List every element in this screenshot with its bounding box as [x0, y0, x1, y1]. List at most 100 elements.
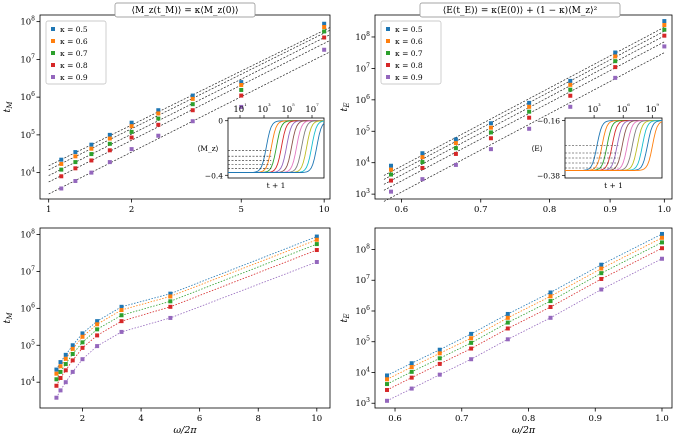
panel-br-ytick-label: 107: [355, 274, 370, 286]
legend-marker: [386, 27, 390, 31]
marker-tr: [488, 130, 493, 135]
marker-tl: [156, 111, 161, 116]
marker-br: [548, 294, 553, 299]
marker-tr: [488, 136, 493, 141]
marker-bl: [58, 375, 63, 380]
panel-br-xtick-label: 0.9: [588, 414, 602, 424]
inset-tr-xtick-label: 10⁹: [646, 103, 660, 115]
panel-bl-ytick-label: 104: [20, 376, 35, 388]
inset-tl-ylabel: ⟨M_z⟩: [197, 144, 218, 153]
marker-bl: [63, 362, 68, 367]
marker-tr: [568, 82, 573, 87]
panel-bl-xtick-label: 8: [256, 414, 261, 424]
panel-tl-ytick-label: 105: [20, 129, 35, 141]
marker-tl: [156, 122, 161, 127]
fit-line-tr: [383, 41, 665, 191]
marker-tl: [73, 160, 78, 165]
marker-br: [409, 365, 414, 370]
panel-br-xtick-label: 0.6: [388, 414, 402, 424]
inset-tr-xtick-label: 10⁶: [617, 103, 631, 115]
inset-tl-xtick-label: 10⁵: [281, 103, 295, 115]
marker-br: [385, 377, 390, 382]
fit-line-tr: [383, 30, 665, 180]
marker-bl: [119, 308, 124, 313]
marker-bl: [80, 357, 85, 362]
panel-tr-ytick-label: 105: [355, 125, 370, 137]
marker-tr: [613, 50, 618, 55]
marker-tr: [662, 23, 667, 28]
marker-tl: [156, 133, 161, 138]
series-line-br: [386, 258, 663, 402]
marker-br: [437, 361, 442, 366]
legend-marker: [51, 75, 55, 79]
marker-tr: [453, 146, 458, 151]
marker-bl: [119, 329, 124, 334]
marker-tr: [453, 137, 458, 142]
panel-tr-xtick-label: 0.6: [395, 205, 409, 215]
series-line-br: [386, 247, 663, 391]
legend-tr: [380, 20, 442, 85]
marker-tl: [190, 93, 195, 98]
legend-marker: [51, 51, 55, 55]
marker-tl: [322, 25, 327, 30]
marker-tr: [453, 162, 458, 167]
marker-bl: [70, 346, 75, 351]
marker-tl: [322, 29, 327, 34]
marker-tl: [107, 136, 112, 141]
legend-marker: [51, 39, 55, 43]
marker-tr: [527, 104, 532, 109]
marker-tr: [613, 59, 618, 64]
panel-bl-xtick-label: 10: [311, 414, 322, 424]
marker-tl: [59, 161, 64, 166]
marker-br: [409, 386, 414, 391]
marker-bl: [54, 377, 59, 382]
panel-tl-xtick-label: 10: [319, 205, 330, 215]
marker-br: [505, 311, 510, 316]
marker-bl: [168, 294, 173, 299]
marker-br: [505, 337, 510, 342]
marker-tl: [129, 135, 134, 140]
legend-marker: [51, 63, 55, 67]
marker-bl: [95, 344, 100, 349]
marker-br: [599, 271, 604, 276]
marker-br: [437, 347, 442, 352]
marker-tl: [129, 120, 134, 125]
panel-br-ytick-label: 108: [355, 243, 370, 255]
panel-br-ytick-label: 106: [355, 305, 370, 317]
inset-tr-ytick-label: −0.38: [537, 172, 560, 181]
marker-br: [437, 372, 442, 377]
marker-tr: [568, 104, 573, 109]
marker-bl: [314, 242, 319, 247]
marker-br: [659, 246, 664, 251]
marker-bl: [63, 380, 68, 385]
panel-br-xlabel: ω/2π: [512, 425, 536, 436]
panel-tr-xtick-label: 0.8: [543, 205, 557, 215]
inset-tr-xlabel: t + 1: [604, 181, 623, 190]
inset-tr-ylabel: ⟨E⟩: [531, 144, 542, 153]
marker-tr: [662, 19, 667, 24]
legend-label: κ = 0.6: [395, 37, 423, 46]
marker-tl: [322, 47, 327, 52]
panel-tr-xtick-label: 1.0: [658, 205, 672, 215]
marker-tr: [488, 147, 493, 152]
marker-tl: [129, 147, 134, 152]
marker-bl: [54, 395, 59, 400]
marker-br: [548, 304, 553, 309]
legend-label: κ = 0.9: [60, 73, 88, 82]
legend-label: κ = 0.7: [395, 49, 423, 58]
marker-tl: [190, 108, 195, 113]
marker-br: [505, 320, 510, 325]
marker-tr: [389, 172, 394, 177]
marker-tr: [613, 54, 618, 59]
marker-tl: [59, 167, 64, 172]
marker-br: [599, 266, 604, 271]
fit-line-tr: [383, 35, 665, 185]
legend-label: κ = 0.9: [395, 73, 423, 82]
panel-tl-ytick-label: 107: [20, 53, 35, 65]
marker-tl: [89, 146, 94, 151]
marker-br: [437, 351, 442, 356]
legend-marker: [386, 75, 390, 79]
legend-label: κ = 0.7: [60, 49, 88, 58]
inset-tl-xtick-label: 10¹: [233, 103, 246, 115]
marker-tl: [322, 21, 327, 26]
